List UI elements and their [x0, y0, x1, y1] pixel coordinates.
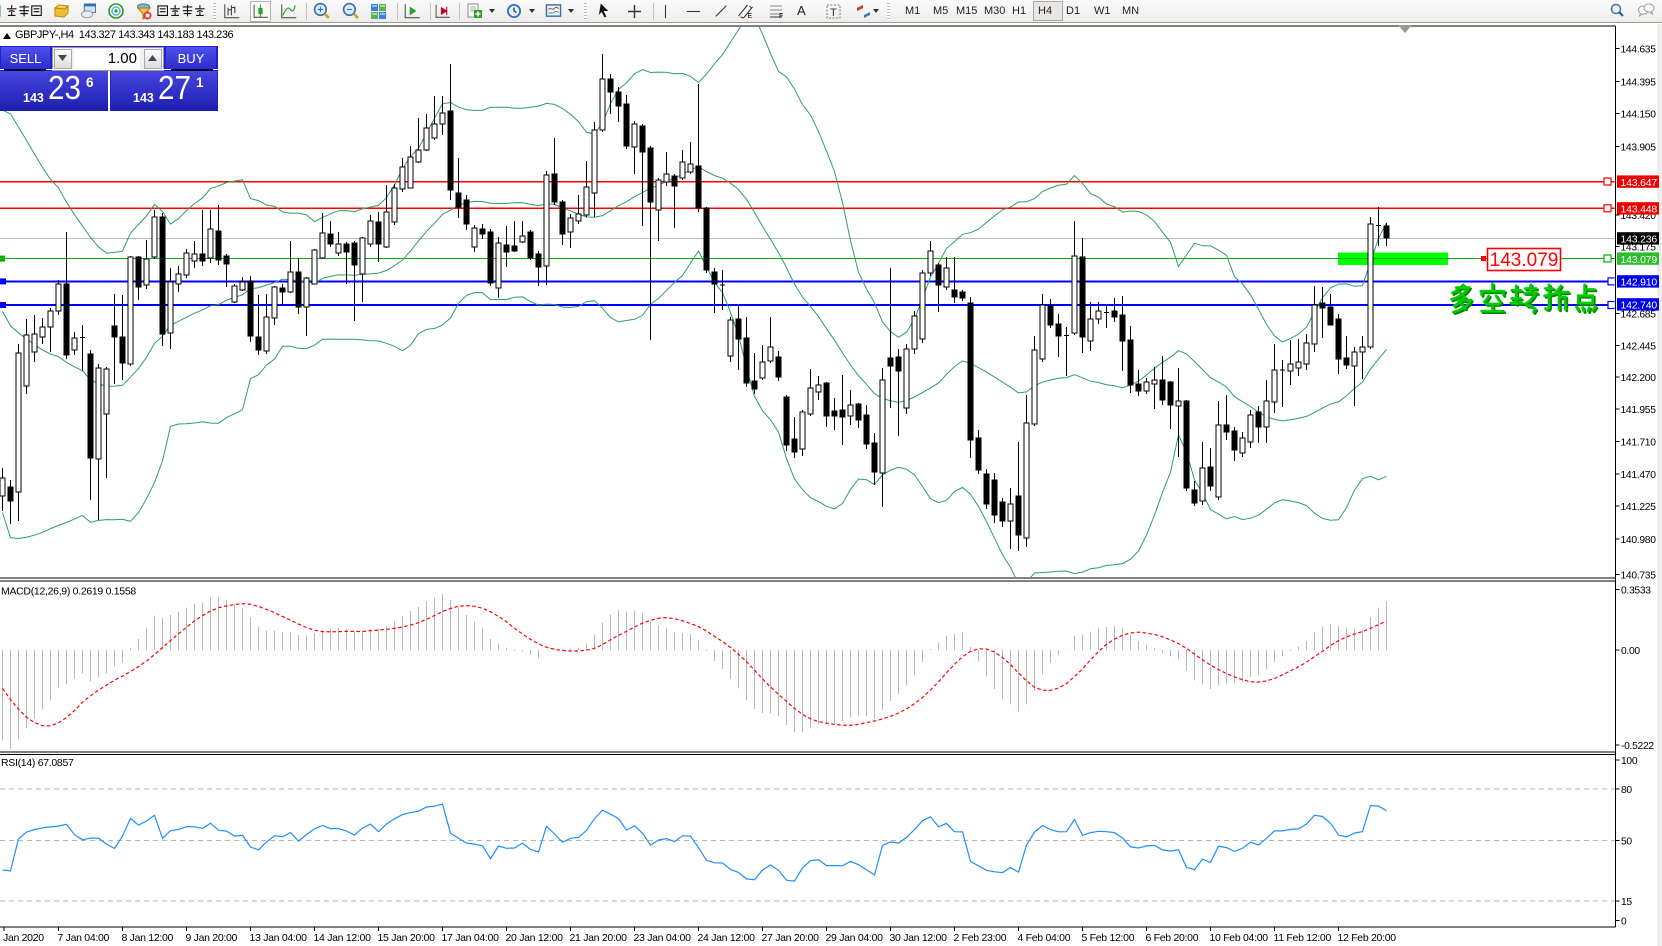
- svg-text:8 Jan 12:00: 8 Jan 12:00: [122, 932, 174, 944]
- svg-text:30 Jan 12:00: 30 Jan 12:00: [890, 932, 948, 944]
- svg-text:15 Jan 20:00: 15 Jan 20:00: [378, 932, 436, 944]
- svg-text:E: E: [748, 13, 753, 20]
- svg-text:29 Jan 04:00: 29 Jan 04:00: [826, 932, 884, 944]
- svg-text:141.710: 141.710: [1621, 437, 1657, 448]
- svg-text:143.647: 143.647: [1621, 177, 1658, 189]
- svg-text:142.200: 142.200: [1621, 373, 1657, 384]
- svg-text:143.079: 143.079: [1621, 254, 1658, 266]
- svg-text:0.3533: 0.3533: [1621, 586, 1651, 597]
- svg-text:-0.5222: -0.5222: [1621, 741, 1654, 752]
- svg-text:143.420: 143.420: [1621, 211, 1657, 222]
- svg-text:143.905: 143.905: [1621, 143, 1657, 154]
- svg-text:80: 80: [1621, 785, 1632, 796]
- svg-text:50: 50: [1621, 837, 1632, 848]
- svg-text:141.470: 141.470: [1621, 470, 1657, 481]
- svg-text:141.955: 141.955: [1621, 405, 1657, 416]
- svg-text:RSI(14) 67.0857: RSI(14) 67.0857: [1, 757, 74, 769]
- svg-text:17 Jan 04:00: 17 Jan 04:00: [442, 932, 500, 944]
- svg-text:12 Feb 20:00: 12 Feb 20:00: [1338, 932, 1397, 944]
- svg-text:15: 15: [1621, 897, 1632, 908]
- svg-text:9 Jan 20:00: 9 Jan 20:00: [186, 932, 238, 944]
- svg-text:14 Jan 12:00: 14 Jan 12:00: [314, 932, 372, 944]
- svg-text:20 Jan 12:00: 20 Jan 12:00: [506, 932, 564, 944]
- svg-text:23 Jan 04:00: 23 Jan 04:00: [634, 932, 692, 944]
- svg-text:0: 0: [1621, 916, 1627, 927]
- svg-text:143.175: 143.175: [1621, 242, 1657, 253]
- svg-text:5 Feb 12:00: 5 Feb 12:00: [1082, 932, 1135, 944]
- svg-text:21 Jan 20:00: 21 Jan 20:00: [570, 932, 628, 944]
- svg-text:142.685: 142.685: [1621, 310, 1657, 321]
- svg-text:24 Jan 12:00: 24 Jan 12:00: [698, 932, 756, 944]
- svg-text:140.980: 140.980: [1621, 535, 1657, 546]
- svg-text:144.395: 144.395: [1621, 77, 1657, 88]
- svg-text:142.740: 142.740: [1621, 300, 1658, 312]
- svg-text:2 Feb 23:00: 2 Feb 23:00: [954, 932, 1007, 944]
- svg-text:10 Feb 04:00: 10 Feb 04:00: [1210, 932, 1269, 944]
- svg-text:143.236: 143.236: [1621, 234, 1658, 246]
- svg-text:T: T: [830, 7, 837, 19]
- svg-text:140.735: 140.735: [1621, 571, 1657, 582]
- svg-text:141.225: 141.225: [1621, 502, 1657, 513]
- svg-text:6 Feb 20:00: 6 Feb 20:00: [1146, 932, 1199, 944]
- svg-text:MACD(12,26,9) 0.2619 0.1558: MACD(12,26,9) 0.2619 0.1558: [1, 586, 136, 598]
- svg-text:142.910: 142.910: [1621, 277, 1658, 289]
- svg-text:Jan 2020: Jan 2020: [3, 932, 44, 944]
- svg-text:27 Jan 20:00: 27 Jan 20:00: [762, 932, 820, 944]
- svg-text:7 Jan 04:00: 7 Jan 04:00: [58, 932, 110, 944]
- svg-text:143.448: 143.448: [1621, 204, 1658, 216]
- svg-text:0.00: 0.00: [1621, 646, 1640, 657]
- svg-text:144.635: 144.635: [1621, 44, 1657, 55]
- svg-text:4 Feb 04:00: 4 Feb 04:00: [1018, 932, 1071, 944]
- svg-text:142.445: 142.445: [1621, 341, 1657, 352]
- svg-text:F: F: [779, 13, 783, 20]
- svg-text:100: 100: [1621, 756, 1638, 767]
- svg-text:13 Jan 04:00: 13 Jan 04:00: [250, 932, 308, 944]
- svg-text:143.079: 143.079: [1490, 250, 1559, 271]
- svg-text:11 Feb 12:00: 11 Feb 12:00: [1274, 932, 1332, 944]
- svg-text:144.150: 144.150: [1621, 110, 1657, 121]
